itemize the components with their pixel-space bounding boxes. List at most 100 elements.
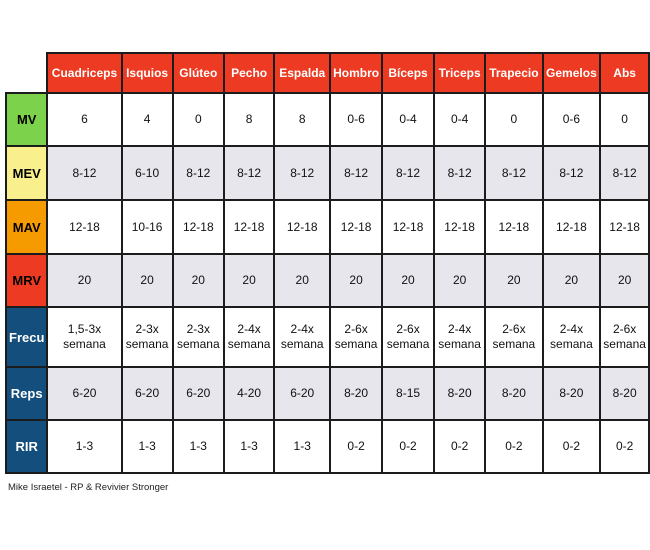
corner-cell bbox=[6, 53, 48, 93]
cell-mev-pecho: 8-12 bbox=[222, 145, 276, 201]
cell-mev-biceps: 8-12 bbox=[381, 145, 436, 201]
cell-reps-hombro: 8-20 bbox=[329, 366, 384, 421]
cell-mv-cuadriceps: 6 bbox=[46, 92, 123, 147]
cell-mrv-biceps: 20 bbox=[381, 253, 436, 308]
cell-mev-triceps: 8-12 bbox=[433, 145, 487, 201]
cell-mrv-pecho: 20 bbox=[222, 253, 276, 308]
cell-reps-gemelos: 8-20 bbox=[541, 366, 602, 421]
table-row-reps: Reps 6-20 6-20 6-20 4-20 6-20 8-20 8-15 8-20 8-20… bbox=[4, 366, 650, 421]
cell-mv-abs: 0 bbox=[599, 92, 650, 147]
cell-mrv-triceps: 20 bbox=[433, 253, 487, 308]
cell-mrv-gemelos: 20 bbox=[541, 253, 602, 308]
cell-frecu-cuadriceps: 1,5-3x semana bbox=[46, 306, 123, 368]
row-label-mrv: MRV bbox=[4, 253, 49, 308]
cell-rir-gluteo: 1-3 bbox=[171, 419, 225, 474]
volume-table: Cuadriceps Isquios Glúteo Pecho Espalda Hombr… bbox=[4, 52, 650, 474]
cell-mv-hombro: 0-6 bbox=[329, 92, 384, 147]
column-header-abs: Abs bbox=[599, 52, 650, 94]
cell-mev-espalda: 8-12 bbox=[273, 145, 332, 201]
cell-rir-hombro: 0-2 bbox=[329, 419, 384, 474]
column-header-triceps: Triceps bbox=[433, 52, 487, 94]
cell-frecu-hombro: 2-6x semana bbox=[329, 306, 384, 368]
cell-frecu-triceps: 2-4x semana bbox=[433, 306, 487, 368]
table-row-frecu: Frecu 1,5-3x semana 2-3x semana 2-3x semana… bbox=[4, 306, 650, 368]
row-label-mv: MV bbox=[4, 92, 49, 147]
cell-frecu-espalda: 2-4x semana bbox=[273, 306, 332, 368]
column-header-pecho: Pecho bbox=[222, 52, 276, 94]
cell-reps-pecho: 4-20 bbox=[222, 366, 276, 421]
column-header-gemelos: Gemelos bbox=[541, 52, 602, 94]
row-label-rir: RIR bbox=[4, 419, 49, 474]
cell-reps-cuadriceps: 6-20 bbox=[46, 366, 123, 421]
cell-reps-espalda: 6-20 bbox=[273, 366, 332, 421]
cell-mav-abs: 12-18 bbox=[599, 199, 650, 255]
footer-credit: Mike Israetel - RP & Revivier Stronger bbox=[8, 482, 169, 493]
table-header: Cuadriceps Isquios Glúteo Pecho Espalda Hombr… bbox=[6, 52, 650, 94]
row-label-mev: MEV bbox=[4, 145, 49, 201]
cell-mrv-cuadriceps: 20 bbox=[46, 253, 123, 308]
table-row-mv: MV 6 4 0 8 8 0-6 0-4 0-4 0 0-6 0 bbox=[4, 92, 650, 147]
cell-mv-espalda: 8 bbox=[273, 92, 332, 147]
column-header-gluteo: Glúteo bbox=[171, 52, 225, 94]
cell-frecu-pecho: 2-4x semana bbox=[222, 306, 276, 368]
column-header-espalda: Espalda bbox=[273, 52, 332, 94]
cell-frecu-gluteo: 2-3x semana bbox=[171, 306, 225, 368]
cell-reps-triceps: 8-20 bbox=[433, 366, 487, 421]
cell-mv-biceps: 0-4 bbox=[381, 92, 436, 147]
row-label-reps: Reps bbox=[4, 366, 49, 421]
column-header-cuadriceps: Cuadriceps bbox=[46, 52, 123, 94]
cell-mev-isquios: 6-10 bbox=[120, 145, 174, 201]
cell-mev-trapecio: 8-12 bbox=[484, 145, 544, 201]
cell-mev-cuadriceps: 8-12 bbox=[46, 145, 123, 201]
header-row: Cuadriceps Isquios Glúteo Pecho Espalda Hombr… bbox=[6, 52, 650, 94]
column-header-biceps: Bíceps bbox=[381, 52, 436, 94]
table-row-mev: MEV 8-12 6-10 8-12 8-12 8-12 8-12 8-12 8-12 8-12 8… bbox=[4, 145, 650, 201]
cell-mav-pecho: 12-18 bbox=[222, 199, 276, 255]
cell-mev-gluteo: 8-12 bbox=[171, 145, 225, 201]
cell-mav-gluteo: 12-18 bbox=[171, 199, 225, 255]
cell-frecu-trapecio: 2-6x semana bbox=[484, 306, 544, 368]
row-label-mav: MAV bbox=[4, 199, 49, 255]
cell-mav-hombro: 12-18 bbox=[329, 199, 384, 255]
cell-mv-gemelos: 0-6 bbox=[541, 92, 602, 147]
cell-rir-gemelos: 0-2 bbox=[541, 419, 602, 474]
table-row-mrv: MRV 20 20 20 20 20 20 20 20 20 20 20 bbox=[4, 253, 650, 308]
cell-reps-abs: 8-20 bbox=[599, 366, 650, 421]
cell-rir-cuadriceps: 1-3 bbox=[46, 419, 123, 474]
column-header-hombro: Hombro bbox=[329, 52, 384, 94]
cell-rir-triceps: 0-2 bbox=[433, 419, 487, 474]
cell-mrv-abs: 20 bbox=[599, 253, 650, 308]
cell-mav-espalda: 12-18 bbox=[273, 199, 332, 255]
cell-mv-isquios: 4 bbox=[120, 92, 174, 147]
cell-rir-trapecio: 0-2 bbox=[484, 419, 544, 474]
table-row-rir: RIR 1-3 1-3 1-3 1-3 1-3 0-2 0-2 0-2 0-2 0-2 0-2 bbox=[4, 419, 650, 474]
cell-mev-hombro: 8-12 bbox=[329, 145, 384, 201]
row-label-frecu: Frecu bbox=[4, 306, 49, 368]
cell-reps-isquios: 6-20 bbox=[120, 366, 174, 421]
cell-mav-gemelos: 12-18 bbox=[541, 199, 602, 255]
cell-frecu-gemelos: 2-4x semana bbox=[541, 306, 602, 368]
cell-mav-isquios: 10-16 bbox=[120, 199, 174, 255]
cell-frecu-biceps: 2-6x semana bbox=[381, 306, 436, 368]
cell-mev-abs: 8-12 bbox=[599, 145, 650, 201]
cell-mev-gemelos: 8-12 bbox=[541, 145, 602, 201]
cell-frecu-abs: 2-6x semana bbox=[599, 306, 650, 368]
cell-frecu-isquios: 2-3x semana bbox=[120, 306, 174, 368]
cell-mrv-trapecio: 20 bbox=[484, 253, 544, 308]
cell-mav-cuadriceps: 12-18 bbox=[46, 199, 123, 255]
cell-mv-pecho: 8 bbox=[222, 92, 276, 147]
table-body: MV 6 4 0 8 8 0-6 0-4 0-4 0 0-6 0 MEV 8-12 6-10 8-12 8-12… bbox=[4, 92, 650, 474]
cell-rir-biceps: 0-2 bbox=[381, 419, 436, 474]
column-header-trapecio: Trapecio bbox=[484, 52, 544, 94]
cell-mv-gluteo: 0 bbox=[171, 92, 225, 147]
cell-mrv-espalda: 20 bbox=[273, 253, 332, 308]
cell-mav-biceps: 12-18 bbox=[381, 199, 436, 255]
column-header-isquios: Isquios bbox=[120, 52, 174, 94]
cell-rir-espalda: 1-3 bbox=[273, 419, 332, 474]
cell-mv-trapecio: 0 bbox=[484, 92, 544, 147]
cell-reps-biceps: 8-15 bbox=[381, 366, 436, 421]
cell-mrv-isquios: 20 bbox=[120, 253, 174, 308]
cell-mv-triceps: 0-4 bbox=[433, 92, 487, 147]
cell-rir-isquios: 1-3 bbox=[120, 419, 174, 474]
